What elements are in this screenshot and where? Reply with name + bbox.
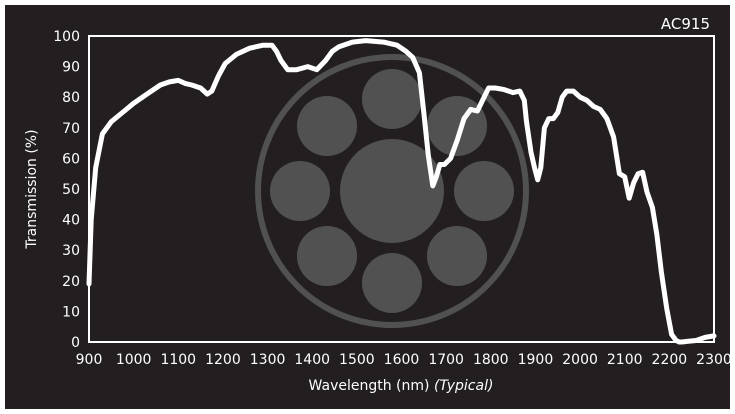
x-axis-title-main: Wavelength (nm) [309, 378, 430, 394]
x-tick-label: 1400 [294, 352, 330, 368]
x-tick-labels: 900 1000 1100 1200 1300 1400 1500 1600 1700 1800 1… [76, 352, 730, 368]
x-tick-label: 2100 [607, 352, 643, 368]
y-tick-label: 50 [62, 182, 80, 198]
y-tick-label: 70 [62, 121, 80, 137]
product-badge: AC915 [661, 15, 710, 33]
y-tick-label: 0 [71, 335, 80, 351]
x-tick-label: 1600 [384, 352, 420, 368]
x-tick-label: 900 [76, 352, 103, 368]
x-tick-label: 1000 [116, 352, 152, 368]
x-tick-label: 1300 [250, 352, 286, 368]
y-axis-title: Transmission (%) [24, 129, 40, 249]
x-tick-label: 2300 [696, 352, 730, 368]
x-axis-title: Wavelength (nm) (Typical) [309, 378, 494, 394]
y-tick-label: 90 [62, 60, 80, 76]
x-tick-label: 1100 [160, 352, 196, 368]
filter-wheel-icon [255, 54, 529, 328]
transmission-chart: 0 10 20 30 40 50 60 70 80 90 100 900 1000 1100 1200 13… [24, 15, 730, 394]
x-tick-label: 1800 [473, 352, 509, 368]
x-axis-title-suffix: (Typical) [434, 378, 494, 394]
x-tick-label: 1500 [339, 352, 375, 368]
y-tick-label: 40 [62, 213, 80, 229]
y-tick-label: 30 [62, 243, 80, 259]
y-tick-label: 20 [62, 274, 80, 290]
y-tick-label: 100 [53, 29, 80, 45]
y-tick-label: 60 [62, 151, 80, 167]
x-tick-label: 2000 [562, 352, 598, 368]
y-tick-label: 10 [62, 304, 80, 320]
plot-area [88, 35, 715, 343]
x-tick-label: 1200 [205, 352, 241, 368]
x-tick-label: 1700 [428, 352, 464, 368]
x-tick-label: 1900 [518, 352, 554, 368]
chart-frame: 0 10 20 30 40 50 60 70 80 90 100 900 1000 1100 1200 13… [5, 5, 730, 409]
transmission-series-line [86, 38, 717, 345]
y-tick-label: 80 [62, 90, 80, 106]
x-tick-label: 2200 [652, 352, 688, 368]
y-tick-labels: 0 10 20 30 40 50 60 70 80 90 100 [53, 29, 80, 351]
